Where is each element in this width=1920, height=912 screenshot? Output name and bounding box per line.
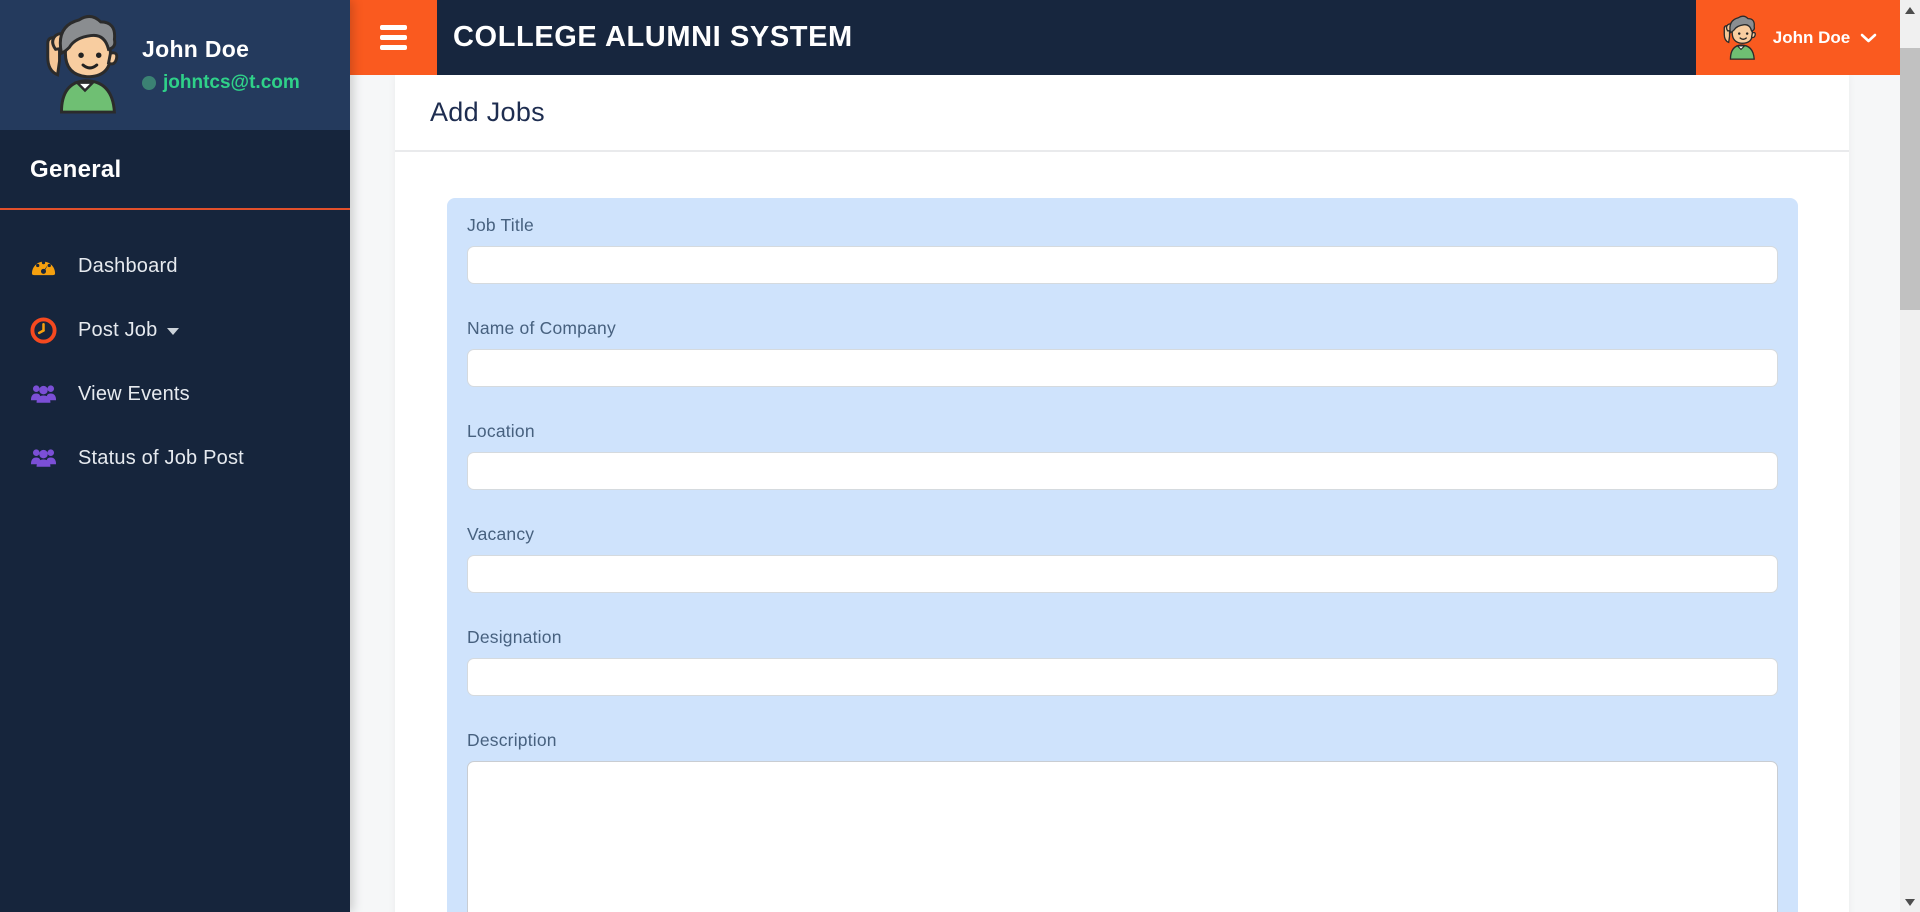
card-body: Job Title Name of Company Location Vacan… xyxy=(395,152,1849,912)
gauge-icon xyxy=(31,260,56,275)
hamburger-icon xyxy=(380,25,407,30)
description-textarea[interactable] xyxy=(467,761,1778,912)
vacancy-input[interactable] xyxy=(467,555,1778,593)
sidebar-item-label: Dashboard xyxy=(78,254,178,277)
app-title: COLLEGE ALUMNI SYSTEM xyxy=(453,21,853,53)
hamburger-button[interactable] xyxy=(350,0,437,75)
arrow-up-icon xyxy=(1905,6,1915,14)
company-name-input[interactable] xyxy=(467,349,1778,387)
profile-user-name: John Doe xyxy=(142,36,250,62)
company-name-field: Name of Company xyxy=(467,315,1778,387)
arrow-down-icon xyxy=(1905,898,1915,906)
location-label: Location xyxy=(467,421,535,441)
avatar-icon xyxy=(36,13,134,117)
chevron-down-icon xyxy=(1860,33,1877,43)
sidebar-item-label: Post Job xyxy=(78,318,158,341)
sidebar-item-label: View Events xyxy=(78,382,190,405)
sidebar-profile: John Doe johntcs@t.com xyxy=(0,0,350,130)
sidebar-item-label: Status of Job Post xyxy=(78,446,244,469)
top-navbar: COLLEGE ALUMNI SYSTEM John Doe xyxy=(350,0,1900,75)
profile-user-email: johntcs@t.com xyxy=(163,72,300,93)
job-title-input[interactable] xyxy=(467,246,1778,284)
sidebar-item-view-events[interactable]: View Events xyxy=(0,362,350,426)
designation-input[interactable] xyxy=(467,658,1778,696)
sidebar-item-post-job[interactable]: Post Job xyxy=(0,298,350,362)
location-input[interactable] xyxy=(467,452,1778,490)
caret-down-icon xyxy=(167,328,180,335)
status-dot-icon xyxy=(142,76,156,90)
users-icon xyxy=(30,448,57,467)
location-field: Location xyxy=(467,418,1778,490)
card-header: Add Jobs xyxy=(395,75,1849,152)
sidebar-section-label: General xyxy=(30,156,122,183)
job-title-field: Job Title xyxy=(467,212,1778,284)
user-menu-button[interactable]: John Doe xyxy=(1696,0,1900,75)
scrollbar-thumb[interactable] xyxy=(1900,48,1920,310)
designation-label: Designation xyxy=(467,627,562,647)
add-jobs-form: Job Title Name of Company Location Vacan… xyxy=(447,198,1798,912)
sidebar-section-general: General xyxy=(0,130,350,210)
description-label: Description xyxy=(467,730,557,750)
clock-icon xyxy=(30,316,57,344)
designation-field: Designation xyxy=(467,624,1778,696)
description-field: Description xyxy=(467,727,1778,912)
avatar-icon xyxy=(1719,13,1763,63)
sidebar-item-dashboard[interactable]: Dashboard xyxy=(0,234,350,298)
sidebar: John Doe johntcs@t.com General Dashboard xyxy=(0,0,350,912)
job-title-label: Job Title xyxy=(467,215,534,235)
vacancy-field: Vacancy xyxy=(467,521,1778,593)
users-icon xyxy=(30,384,57,403)
vacancy-label: Vacancy xyxy=(467,524,535,544)
page-title: Add Jobs xyxy=(430,97,545,127)
sidebar-item-status-of-job-post[interactable]: Status of Job Post xyxy=(0,426,350,490)
main-content: Add Jobs Job Title Name of Company Locat… xyxy=(350,75,1900,912)
scrollbar-down-button[interactable] xyxy=(1900,892,1920,912)
page-scrollbar[interactable] xyxy=(1900,0,1920,912)
navbar-user-name: John Doe xyxy=(1772,27,1851,47)
add-jobs-card: Add Jobs Job Title Name of Company Locat… xyxy=(395,75,1849,912)
sidebar-menu: Dashboard Post Job View Events xyxy=(0,210,350,490)
scrollbar-up-button[interactable] xyxy=(1900,0,1920,20)
company-name-label: Name of Company xyxy=(467,318,616,338)
